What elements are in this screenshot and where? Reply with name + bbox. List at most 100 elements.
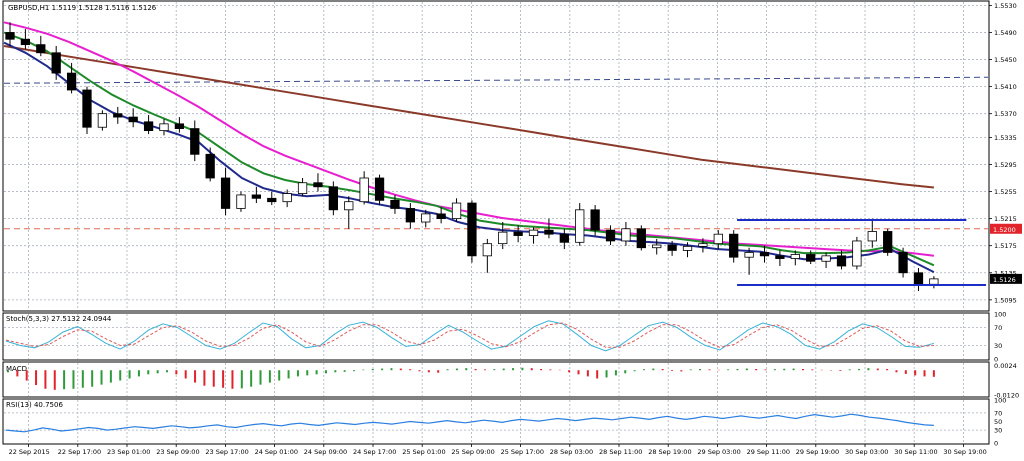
price-tick-label: 1.5295 bbox=[994, 161, 1017, 169]
candle-body bbox=[621, 228, 631, 242]
stoch-main-line bbox=[5, 320, 935, 352]
time-tick-label: 25 Sep 01:00 bbox=[402, 448, 445, 456]
candle-body bbox=[698, 243, 708, 247]
histogram-grid bbox=[28, 363, 964, 396]
candle-body bbox=[66, 72, 77, 91]
histogram-panel-frame bbox=[2, 361, 990, 398]
main-panel-grid bbox=[4, 2, 988, 310]
candle-body bbox=[405, 208, 415, 223]
price-axis: 1.5530 1.5490 1.5450 1.5410 1.5370 1.5335 1.52… bbox=[989, 2, 1017, 304]
time-tick-label: 29 Sep 03:00 bbox=[697, 448, 740, 456]
candle-body bbox=[575, 209, 585, 243]
axis-label: 70 bbox=[994, 409, 1002, 417]
candle-body bbox=[852, 240, 862, 267]
candle-body bbox=[174, 123, 185, 129]
ma-long-line bbox=[3, 45, 935, 189]
price-tick-label: 1.5255 bbox=[994, 188, 1017, 196]
candle-body bbox=[559, 233, 569, 243]
red-level-tag-label: 1.5200 bbox=[993, 226, 1016, 234]
candlesticks bbox=[5, 22, 939, 292]
candle-body bbox=[544, 229, 554, 235]
candle-body bbox=[652, 244, 662, 249]
axis-label: 0 bbox=[994, 356, 998, 364]
candle-body bbox=[374, 177, 385, 201]
histogram-header: MACD bbox=[6, 365, 27, 373]
stochastic-lines bbox=[5, 320, 935, 352]
candle-body bbox=[667, 244, 677, 251]
candle-body bbox=[636, 228, 646, 249]
candle-body bbox=[451, 202, 462, 220]
time-tick-label: 28 Sep 11:00 bbox=[599, 448, 642, 456]
histogram-bars bbox=[7, 367, 935, 390]
candle-body bbox=[128, 116, 138, 123]
candle-body bbox=[251, 194, 262, 199]
symbol-header: GBPUSD,H1 1.5119 1.5128 1.5116 1.5126 bbox=[8, 4, 157, 12]
rsi-header: RSI(13) 40.7506 bbox=[6, 401, 63, 409]
candle-body bbox=[482, 243, 492, 257]
stochastic-header: Stoch(5,3,3) 27.5132 24.0944 bbox=[6, 315, 112, 323]
candle-body bbox=[359, 177, 369, 203]
axis-label: 50 bbox=[994, 418, 1002, 426]
price-tick-label: 1.5175 bbox=[994, 242, 1017, 250]
candle-body bbox=[82, 89, 92, 128]
time-tick-label: 23 Sep 17:00 bbox=[205, 448, 248, 456]
stoch-signal-line bbox=[5, 322, 934, 348]
candle-body bbox=[190, 128, 200, 155]
time-tick-label: 30 Sep 03:00 bbox=[845, 448, 888, 456]
candle-body bbox=[729, 233, 739, 258]
stochastic-panel: 100 70 30 0 Stoch(5,3,3) 27.5132 24.0944 bbox=[2, 311, 1006, 364]
candle-body bbox=[790, 254, 800, 259]
candle-body bbox=[867, 231, 877, 242]
time-tick-label: 30 Sep 11:00 bbox=[894, 448, 937, 456]
candle-body bbox=[205, 153, 215, 179]
candle-body bbox=[498, 231, 508, 245]
price-tick-label: 1.5215 bbox=[994, 215, 1017, 223]
candle-body bbox=[236, 194, 246, 209]
candle-body bbox=[713, 233, 723, 245]
candle-body bbox=[36, 44, 46, 54]
candle-body bbox=[390, 199, 400, 209]
time-tick-label: 24 Sep 01:00 bbox=[255, 448, 298, 456]
candle-body bbox=[143, 121, 154, 132]
candle-body bbox=[267, 197, 277, 203]
time-tick-label: 25 Sep 09:00 bbox=[451, 448, 494, 456]
histogram-panel: 0.0024 -0.0120 MACD bbox=[2, 361, 1019, 399]
dashed-blue-level bbox=[3, 76, 989, 84]
axis-label: 100 bbox=[994, 311, 1006, 319]
candle-body bbox=[113, 113, 123, 118]
price-tick-label: 1.5335 bbox=[994, 134, 1017, 142]
histogram-axis-label: 0.0024 bbox=[994, 362, 1017, 370]
candle-body bbox=[883, 231, 893, 253]
candle-body bbox=[5, 32, 15, 40]
time-tick-label: 24 Sep 17:00 bbox=[353, 448, 396, 456]
time-tick-label: 29 Sep 19:00 bbox=[796, 448, 839, 456]
rsi-grid bbox=[4, 400, 988, 443]
axis-label: 30 bbox=[994, 342, 1002, 350]
time-tick-label: 25 Sep 17:00 bbox=[501, 448, 544, 456]
main-price-panel: 1.5200 1.5126 1.55301.54901.54501.54101.… bbox=[2, 0, 1022, 312]
red-level-tag bbox=[990, 223, 1022, 234]
current-price-tag-label: 1.5126 bbox=[993, 276, 1016, 284]
time-tick-label: 22 Sep 17:00 bbox=[58, 448, 101, 456]
candle-body bbox=[436, 213, 446, 220]
current-price-tag bbox=[990, 273, 1022, 284]
price-tick-label: 1.5410 bbox=[994, 83, 1017, 91]
candle-body bbox=[528, 229, 539, 236]
candle-body bbox=[513, 231, 523, 236]
candle-body bbox=[759, 252, 770, 257]
histogram-axis-label: -0.0120 bbox=[994, 391, 1019, 399]
price-tick-label: 1.5450 bbox=[994, 56, 1017, 64]
candle-body bbox=[929, 278, 939, 285]
time-tick-label: 22 Sep 2015 bbox=[9, 448, 50, 456]
candle-body bbox=[821, 255, 831, 262]
candle-body bbox=[682, 245, 693, 251]
axis-label: 70 bbox=[994, 324, 1002, 332]
price-tick-label: 1.5530 bbox=[994, 2, 1017, 10]
candle-body bbox=[220, 177, 231, 209]
candle-body bbox=[913, 272, 924, 285]
axis-label: 100 bbox=[994, 397, 1006, 405]
candle-body bbox=[344, 201, 354, 211]
time-tick-label: 24 Sep 09:00 bbox=[304, 448, 347, 456]
